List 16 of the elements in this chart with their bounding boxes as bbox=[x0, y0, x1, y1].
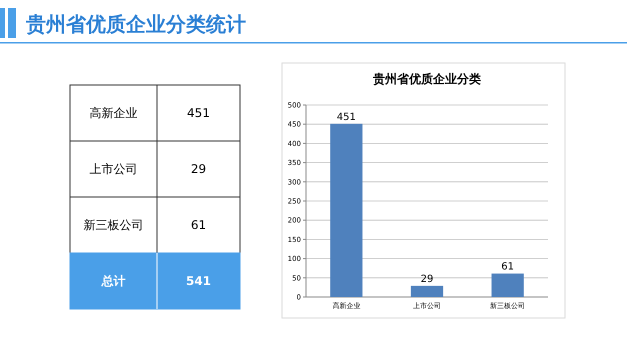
bar bbox=[330, 124, 362, 297]
bar bbox=[492, 274, 524, 297]
bar bbox=[410, 286, 444, 297]
data-label: 29 bbox=[190, 162, 206, 176]
data-label: 451 bbox=[336, 112, 356, 123]
category-label: 高新企业 bbox=[90, 106, 138, 120]
category-label: 上市公司 bbox=[90, 162, 138, 176]
chart-title: 贵州省优质企业分类 bbox=[372, 72, 481, 86]
data-label: 61 bbox=[501, 262, 514, 273]
category-label: 新三板公司 bbox=[84, 218, 144, 232]
data-label: 451 bbox=[187, 106, 210, 120]
data-label: 541 bbox=[186, 274, 212, 288]
data-label: 61 bbox=[190, 218, 206, 232]
text: 贵州省优质企业分类统计 bbox=[25, 12, 246, 36]
data-label: 29 bbox=[420, 274, 434, 285]
category-label: 总计 bbox=[100, 274, 126, 288]
